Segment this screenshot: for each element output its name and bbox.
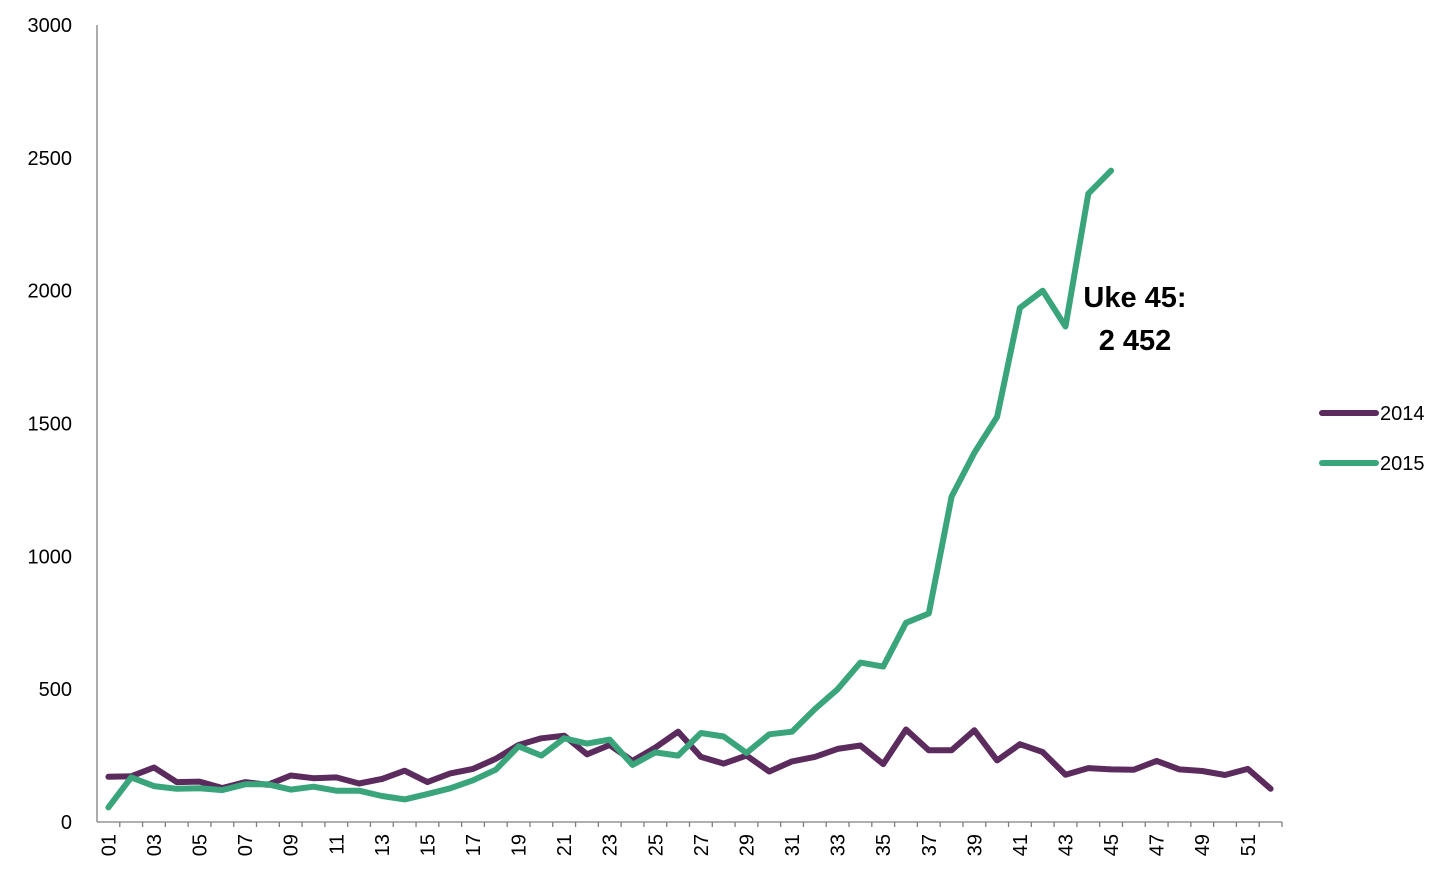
x-tick-label: 31 — [782, 834, 804, 856]
x-tick-label: 21 — [554, 834, 576, 856]
x-tick-label: 37 — [919, 834, 941, 856]
y-tick-label: 3000 — [28, 15, 73, 37]
x-tick-label: 03 — [144, 834, 166, 856]
x-tick-label: 05 — [190, 834, 212, 856]
y-tick-label: 1500 — [28, 414, 73, 436]
x-tick-label: 29 — [736, 834, 758, 856]
x-tick-label: 33 — [828, 834, 850, 856]
annotation: Uke 45: — [1083, 282, 1186, 314]
y-tick-label: 1000 — [28, 546, 73, 568]
x-tick-label: 23 — [600, 834, 622, 856]
x-tick-label: 39 — [964, 834, 986, 856]
x-tick-label: 25 — [645, 834, 667, 856]
x-tick-label: 35 — [873, 834, 895, 856]
y-tick-label: 500 — [39, 679, 72, 701]
x-tick-label: 11 — [326, 834, 348, 855]
x-tick-label: 51 — [1238, 834, 1260, 856]
annotation: 2 452 — [1099, 325, 1172, 357]
x-tick-label: 15 — [417, 834, 439, 856]
x-tick-label: 47 — [1147, 834, 1169, 856]
x-tick-label: 49 — [1192, 834, 1214, 856]
x-tick-label: 43 — [1056, 834, 1078, 856]
x-tick-label: 19 — [509, 834, 531, 856]
x-tick-label: 45 — [1101, 834, 1123, 856]
x-tick-label: 07 — [235, 834, 257, 856]
x-tick-label: 01 — [98, 834, 120, 856]
series-line — [105, 726, 1274, 792]
y-tick-label: 2500 — [28, 148, 73, 170]
x-tick-label: 41 — [1010, 834, 1032, 856]
legend-label: 2015 — [1380, 453, 1425, 475]
legend-label: 2014 — [1380, 403, 1425, 425]
y-tick-label: 0 — [61, 812, 72, 834]
series-line — [105, 167, 1115, 811]
x-tick-label: 09 — [281, 834, 303, 856]
x-tick-label: 13 — [372, 834, 394, 856]
x-tick-label: 27 — [691, 834, 713, 856]
y-tick-label: 2000 — [28, 281, 73, 303]
x-tick-label: 17 — [463, 834, 485, 856]
